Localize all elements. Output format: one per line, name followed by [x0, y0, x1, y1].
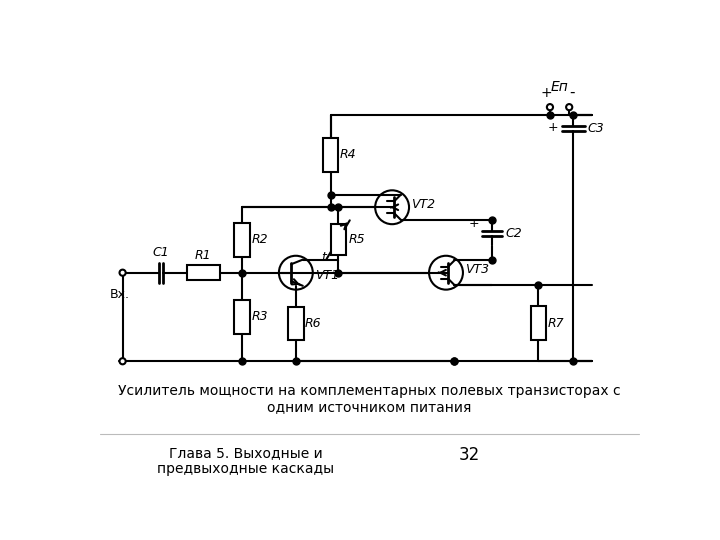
Bar	[330, 224, 346, 255]
Text: VT2: VT2	[411, 198, 436, 211]
Text: -: -	[569, 85, 575, 100]
Text: +: +	[548, 120, 559, 134]
Text: C1: C1	[153, 246, 169, 259]
Bar	[234, 223, 250, 257]
Text: R5: R5	[349, 233, 366, 246]
Text: 32: 32	[459, 446, 480, 464]
Text: VT1: VT1	[315, 268, 339, 281]
Text: R2: R2	[251, 233, 268, 246]
Bar	[531, 306, 546, 340]
Text: t: t	[321, 251, 326, 264]
Circle shape	[547, 104, 553, 110]
Bar	[186, 265, 220, 280]
Text: R7: R7	[548, 316, 564, 329]
Circle shape	[566, 104, 572, 110]
Circle shape	[120, 358, 126, 365]
Circle shape	[120, 269, 126, 276]
Text: R4: R4	[340, 148, 356, 161]
Text: VT3: VT3	[465, 263, 490, 276]
Text: C2: C2	[505, 227, 522, 240]
Text: R1: R1	[195, 249, 212, 262]
Text: +: +	[469, 217, 479, 230]
Text: +: +	[540, 86, 552, 100]
Bar	[323, 138, 338, 172]
Text: Вх.: Вх.	[109, 288, 130, 301]
Text: R6: R6	[305, 317, 322, 330]
Text: Глава 5. Выходные и
предвыходные каскады: Глава 5. Выходные и предвыходные каскады	[157, 446, 334, 476]
Text: C3: C3	[588, 122, 604, 135]
Bar	[288, 307, 304, 340]
Text: Eп: Eп	[551, 80, 569, 94]
Bar	[234, 300, 250, 334]
Text: R3: R3	[251, 310, 268, 323]
Text: Усилитель мощности на комплементарных полевых транзисторах с
одним источником пи: Усилитель мощности на комплементарных по…	[117, 384, 621, 415]
